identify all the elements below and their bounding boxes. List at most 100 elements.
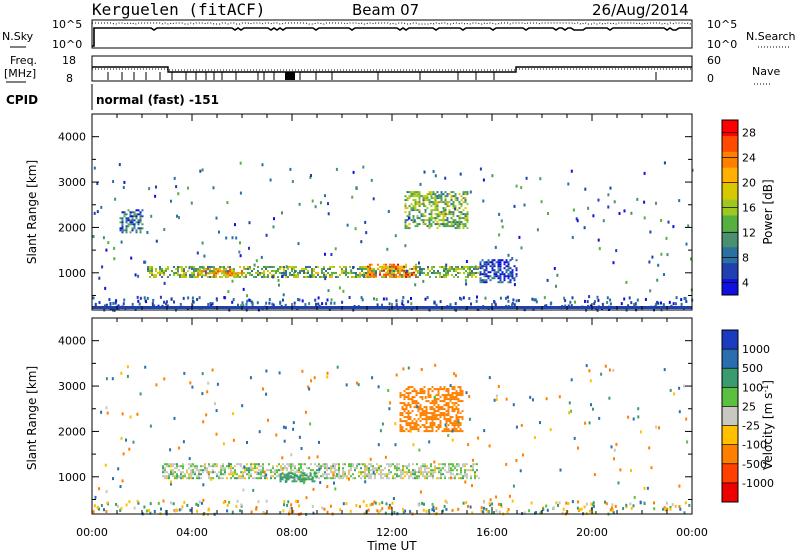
heatmap-cell (393, 275, 395, 278)
heatmap-cell (359, 272, 361, 274)
heatmap-cell (460, 297, 463, 301)
heatmap-cell (561, 511, 564, 515)
heatmap-cell (427, 268, 429, 270)
heatmap-cell (444, 209, 447, 212)
heatmap-cell (395, 299, 398, 303)
heatmap-cell (183, 268, 185, 270)
heatmap-cell (348, 296, 351, 299)
heatmap-cell (161, 268, 163, 270)
heatmap-cell (447, 392, 450, 395)
colorbar-tick-label: 4 (742, 277, 749, 290)
heatmap-cell (454, 221, 457, 224)
y-tick-label: 4000 (58, 131, 86, 144)
heatmap-cell (512, 484, 515, 488)
heatmap-cell (303, 276, 305, 278)
heatmap-cell (419, 268, 421, 270)
heatmap-cell (367, 271, 369, 274)
heatmap-cell (392, 477, 394, 480)
heatmap-cell (198, 473, 200, 476)
heatmap-cell (495, 495, 498, 499)
heatmap-cell (177, 268, 179, 270)
heatmap-cell (495, 398, 498, 401)
heatmap-cell (104, 304, 106, 308)
heatmap-cell (187, 296, 190, 300)
heatmap-cell (399, 392, 402, 395)
heatmap-cell (434, 207, 437, 210)
heatmap-cell (657, 301, 660, 305)
heatmap-cell (250, 510, 253, 514)
heatmap-cell (435, 303, 438, 307)
heatmap-cell (179, 274, 181, 276)
heatmap-cell (466, 217, 469, 220)
heatmap-cell (629, 502, 632, 506)
heatmap-cell (410, 473, 412, 476)
heatmap-cell (497, 261, 500, 264)
heatmap-cell (276, 475, 278, 478)
heatmap-cell (452, 201, 455, 204)
heatmap-cell (239, 266, 241, 268)
heatmap-cell (432, 193, 435, 196)
heatmap-cell (242, 473, 244, 476)
heatmap-cell (278, 473, 280, 476)
heatmap-cell (447, 404, 450, 407)
heatmap-cell (413, 219, 416, 223)
heatmap-cell (503, 275, 506, 278)
heatmap-cell (503, 267, 506, 270)
heatmap-cell (371, 502, 374, 506)
heatmap-cell (209, 272, 211, 275)
heatmap-cell (332, 473, 335, 477)
heatmap-cell (211, 270, 213, 272)
heatmap-cell (439, 422, 442, 425)
heatmap-cell (270, 475, 272, 478)
heatmap-cell (431, 272, 433, 274)
heatmap-cell (284, 303, 287, 307)
heatmap-cell (401, 426, 404, 429)
colorbar-swatch (722, 463, 738, 484)
heatmap-cell (242, 475, 244, 478)
heatmap-cell (350, 467, 352, 470)
heatmap-cell (238, 477, 240, 480)
heatmap-cell (479, 167, 482, 171)
heatmap-cell (410, 219, 413, 222)
heatmap-cell (423, 406, 426, 409)
heatmap-cell (404, 207, 407, 210)
heatmap-cell (436, 227, 439, 230)
heatmap-cell (195, 268, 197, 270)
heatmap-cell (376, 467, 378, 470)
heatmap-cell (462, 209, 465, 212)
colorbar-swatch (722, 279, 738, 296)
heatmap-cell (383, 267, 385, 270)
heatmap-cell (419, 392, 422, 395)
heatmap-cell (226, 465, 228, 468)
heatmap-cell (231, 274, 233, 277)
heatmap-cell (432, 203, 435, 206)
heatmap-cell (432, 191, 435, 194)
heatmap-cell (449, 416, 452, 419)
heatmap-cell (429, 412, 432, 415)
heatmap-cell (442, 215, 445, 218)
heatmap-cell (369, 271, 371, 274)
heatmap-cell (442, 225, 445, 228)
heatmap-cell (344, 471, 346, 474)
heatmap-cell (263, 274, 265, 276)
heatmap-cell (507, 253, 510, 257)
heatmap-cell (299, 474, 302, 477)
heatmap-cell (392, 475, 394, 478)
heatmap-cell (444, 201, 447, 204)
heatmap-cell (449, 303, 452, 307)
heatmap-cell (487, 275, 490, 278)
heatmap-cell (165, 270, 167, 272)
heatmap-cell (129, 219, 132, 222)
heatmap-cell (418, 211, 421, 214)
heatmap-cell (133, 225, 136, 228)
heatmap-cell (376, 469, 378, 472)
heatmap-cell (385, 297, 388, 301)
heatmap-cell (412, 217, 415, 220)
heatmap-cell (546, 278, 549, 282)
heatmap-cell (305, 478, 308, 481)
heatmap-cell (277, 276, 279, 278)
heatmap-cell (365, 268, 367, 270)
heatmap-cell (413, 428, 416, 431)
heatmap-cell (314, 298, 317, 302)
heatmap-cell (381, 267, 383, 270)
